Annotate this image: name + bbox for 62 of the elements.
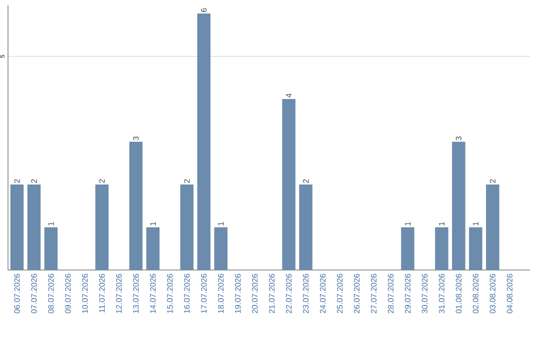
bar [486,184,500,270]
x-tick-label: 18.07.2026 [218,274,224,313]
x-tick-label: 07.07.2026 [31,274,37,314]
data-label: 2 [14,179,20,183]
x-tick-label: 12.07.2026 [116,274,122,313]
x-tick-label: 20.07.2026 [252,274,258,314]
data-label: 2 [31,179,37,183]
x-tick-label: 25.07.2026 [336,274,343,314]
x-tick-label: 06.07.2026 [14,274,20,314]
x-tick-label: 24.07.2026 [320,274,326,314]
x-tick-label: 02.08.2026 [472,274,478,314]
x-tick-label: 11.07.2026 [99,274,105,312]
bar [299,184,312,270]
x-tick-label: 28.07.2026 [388,274,394,314]
data-label: 2 [184,179,190,183]
bar [282,99,296,270]
x-tick-label: 30.07.2026 [422,274,428,314]
bar [95,184,109,270]
x-tick-label: 14.07.2026 [150,274,156,313]
x-tick-label: 16.07.2026 [184,274,190,313]
bar [27,184,41,270]
bar [129,142,143,270]
data-label: 3 [456,136,462,140]
x-tick-label: 15.07.2026 [167,274,173,313]
bar [44,227,58,270]
x-tick-label: 21.07.2026 [268,274,275,314]
bar [214,227,228,270]
data-label: 4 [286,94,292,98]
data-label: 1 [48,222,54,226]
x-tick-label: 03.08.2026 [490,274,496,314]
data-label: 1 [218,222,224,226]
data-label: 1 [472,222,478,226]
data-label: 2 [99,179,105,183]
data-label: 2 [302,179,309,183]
x-tick-label: 04.08.2026 [506,274,512,314]
data-label: 1 [438,222,444,226]
bar [469,227,482,270]
data-label: 3 [133,136,139,140]
bar [401,227,414,270]
x-tick-label: 26.07.2026 [354,274,360,314]
x-tick-label: 27.07.2026 [370,274,377,314]
bar [146,227,160,270]
x-tick-label: 09.07.2026 [65,274,71,314]
x-tick-label: 22.07.2026 [286,274,292,314]
x-tick-label: 29.07.2026 [404,274,411,314]
data-label: 1 [150,222,156,226]
data-label: 6 [201,8,207,12]
bar [452,142,466,270]
x-tick-label: 23.07.2026 [302,274,309,314]
x-tick-label: 13.07.2026 [133,274,139,313]
x-tick-label: 10.07.2026 [82,274,88,313]
x-tick-label: 19.07.2026 [235,274,241,313]
data-label: 2 [490,179,496,183]
data-label: 1 [404,222,410,226]
x-tick-label: 17.07.2026 [201,274,207,313]
x-tick-label: 31.07.2026 [438,274,445,314]
bar [435,227,448,270]
x-tick-label: 01.08.2026 [456,274,462,314]
bar [197,14,210,270]
bar [180,184,194,270]
bar [10,184,24,270]
x-tick-label: 08.07.2026 [48,274,54,314]
